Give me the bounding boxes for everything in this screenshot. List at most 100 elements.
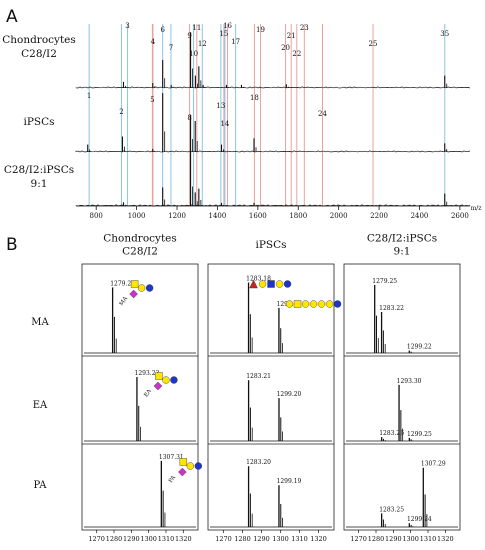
peak-number-label: 18 xyxy=(250,94,259,102)
peak-number-label: 2 xyxy=(119,108,123,116)
x-tick-label: 1280 xyxy=(368,535,385,543)
glucose-circle-icon xyxy=(333,300,342,308)
glycan-type-label: MA xyxy=(119,295,130,307)
x-unit-label: m/z xyxy=(471,205,482,212)
x-tick-label: 1280 xyxy=(106,535,123,543)
peak-mz-label: 1283.26 xyxy=(379,430,404,437)
galactose-circle-icon xyxy=(186,462,195,470)
peak-mz-label: 1279.25 xyxy=(372,278,397,285)
peak-number-label: 35 xyxy=(440,30,449,38)
peak-mz-label: 1283.25 xyxy=(379,506,404,513)
peak-mz-label: 1299.22 xyxy=(407,344,432,351)
peak-number-label: 22 xyxy=(292,50,301,58)
peak-mz-label: 1283.22 xyxy=(379,305,404,312)
sialic-acid-diamond-icon xyxy=(129,289,138,299)
galactose-circle-icon xyxy=(285,300,294,308)
x-tick-label: 1280 xyxy=(234,535,251,543)
peak-number-label: 9 xyxy=(187,32,191,40)
peak-number-label: 24 xyxy=(318,110,327,118)
x-tick-label: 1270 xyxy=(88,535,105,543)
panel-b-label: B xyxy=(6,235,18,255)
galactose-circle-icon xyxy=(275,280,284,288)
x-tick-label: 1300 xyxy=(272,535,289,543)
column-frame xyxy=(81,263,199,531)
track-label: 9:1 xyxy=(31,178,48,190)
x-tick-label: 1290 xyxy=(385,535,402,543)
x-tick-label: 1300 xyxy=(140,535,157,543)
x-tick-label: 1320 xyxy=(310,535,327,543)
peak-number-label: 11 xyxy=(192,24,201,32)
x-tick-label: 1320 xyxy=(437,535,454,543)
x-tick-label: 1290 xyxy=(253,535,270,543)
peak-number-label: 7 xyxy=(169,44,173,52)
x-tick-label: 1800 xyxy=(289,212,307,220)
peak-mz-label: 1283.18 xyxy=(246,275,271,282)
peak-mz-label: 1299.24 xyxy=(407,516,432,523)
x-tick-label: 1600 xyxy=(249,212,267,220)
track-label: iPSCs xyxy=(23,116,54,128)
x-tick-label: 800 xyxy=(90,212,103,220)
peak-number-label: 8 xyxy=(187,114,191,122)
x-tick-label: 1200 xyxy=(168,212,186,220)
peak-number-label: 3 xyxy=(125,22,129,30)
glucose-circle-icon xyxy=(170,376,178,384)
galactose-circle-icon xyxy=(317,300,326,308)
x-tick-label: 1270 xyxy=(215,535,232,543)
row-label-pa: PA xyxy=(33,480,47,491)
peak-number-label: 14 xyxy=(220,120,229,128)
peak-mz-label: 1307.31 xyxy=(159,454,184,461)
x-tick-label: 1000 xyxy=(128,212,146,220)
peak-number-label: 21 xyxy=(287,32,296,40)
galnac-square-icon xyxy=(293,300,302,308)
row-label-ea: EA xyxy=(33,400,48,411)
track-label: C28/I2 xyxy=(21,48,57,60)
x-tick-label: 1270 xyxy=(350,535,367,543)
row-label-ma: MA xyxy=(31,317,49,328)
galactose-circle-icon xyxy=(137,284,146,292)
peak-number-label: 23 xyxy=(300,24,309,32)
glucose-circle-icon xyxy=(194,462,203,470)
galnac-square-icon xyxy=(130,280,139,288)
peak-number-label: 25 xyxy=(369,40,378,48)
column-frame xyxy=(207,263,335,531)
column-title: C28/I2:iPSCs xyxy=(367,233,437,245)
glucose-circle-icon xyxy=(145,284,154,292)
x-tick-label: 1310 xyxy=(291,535,308,543)
column-title: iPSCs xyxy=(255,239,286,251)
peak-number-label: 19 xyxy=(256,26,265,34)
peak-mz-label: 1283.21 xyxy=(246,373,271,380)
peak-number-label: 12 xyxy=(198,40,207,48)
sialic-acid-diamond-icon xyxy=(153,381,163,391)
peak-number-label: 17 xyxy=(231,38,240,46)
x-tick-label: 2200 xyxy=(370,212,388,220)
galactose-circle-icon xyxy=(258,280,267,288)
x-tick-label: 1290 xyxy=(123,535,140,543)
galnac-square-icon xyxy=(179,458,188,466)
peak-mz-label: 1283.20 xyxy=(246,459,271,466)
fucose-triangle-icon xyxy=(249,279,258,289)
galactose-circle-icon xyxy=(325,300,334,308)
track-label: Chondrocytes xyxy=(2,34,76,46)
peak-mz-label: 1299.19 xyxy=(277,478,302,485)
peak-number-label: 5 xyxy=(150,96,154,104)
x-tick-label: 2000 xyxy=(330,212,348,220)
galnac-square-icon xyxy=(155,372,163,380)
x-tick-label: 1310 xyxy=(158,535,175,543)
panel-a-label: A xyxy=(6,7,18,27)
galactose-circle-icon xyxy=(301,300,310,308)
spectrum-trace xyxy=(75,150,471,153)
column-frame xyxy=(343,263,461,531)
peak-number-label: 6 xyxy=(160,26,165,34)
x-tick-label: 1320 xyxy=(175,535,192,543)
peak-mz-label: 1279.20 xyxy=(110,280,135,287)
peak-number-label: 15 xyxy=(219,30,228,38)
peak-number-label: 16 xyxy=(223,22,232,30)
column-title: 9:1 xyxy=(394,246,411,258)
peak-mz-label: 1307.29 xyxy=(421,461,446,468)
peak-number-label: 4 xyxy=(151,38,156,46)
peak-mz-label: 1293.23 xyxy=(135,370,160,377)
peak-mz-label: 1299.20 xyxy=(277,391,302,398)
spectrum-trace xyxy=(75,86,471,89)
